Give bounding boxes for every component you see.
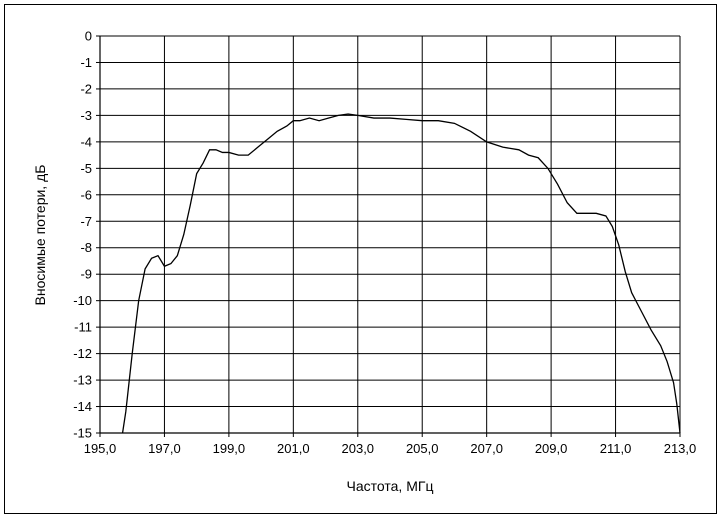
series-line [121, 113, 681, 434]
x-tick-label: 197,0 [148, 441, 181, 456]
insertion-loss-chart: 0 -1 -2 -3 -4 -5 -6 -7 -8 -9 -10 -11 -12 -13 -14 -15 19… [32, 29, 697, 495]
y-tick-label: -13 [73, 373, 92, 388]
y-tick-label: -15 [73, 426, 92, 441]
x-axis-title: Частота, МГц [347, 478, 434, 494]
y-tick-label: -3 [80, 108, 92, 123]
x-tick-label: 201,0 [277, 441, 310, 456]
x-tick-label: 209,0 [535, 441, 568, 456]
y-tick-label: -10 [73, 293, 92, 308]
y-tick-label: -5 [80, 161, 92, 176]
y-tick-label: -14 [73, 399, 92, 414]
x-tick-label: 205,0 [406, 441, 439, 456]
y-tick-label: -12 [73, 346, 92, 361]
y-tick-label: -11 [74, 320, 92, 335]
y-tick-label: -1 [80, 55, 92, 70]
plot-area [100, 36, 680, 433]
y-tick-label: 0 [85, 29, 92, 44]
chart-frame: 0 -1 -2 -3 -4 -5 -6 -7 -8 -9 -10 -11 -12 -13 -14 -15 19… [4, 4, 717, 514]
y-tick-label: -9 [80, 267, 92, 282]
x-tick-label: 199,0 [213, 441, 246, 456]
axes [96, 35, 681, 437]
y-tick-label: -2 [80, 81, 92, 96]
x-tick-label: 213,0 [664, 441, 697, 456]
y-tick-label: -6 [80, 187, 92, 202]
x-tick-labels: 195,0 197,0 199,0 201,0 203,0 205,0 207,0 209,0… [84, 441, 697, 456]
y-axis-title: Вносимые потери, дБ [32, 165, 48, 306]
y-tick-label: -7 [80, 214, 92, 229]
y-tick-label: -4 [80, 134, 92, 149]
y-tick-label: -8 [80, 240, 92, 255]
x-tick-label: 207,0 [470, 441, 503, 456]
x-tick-label: 203,0 [342, 441, 375, 456]
x-tick-label: 195,0 [84, 441, 117, 456]
y-tick-labels: 0 -1 -2 -3 -4 -5 -6 -7 -8 -9 -10 -11 -12 -13 -14 -15 [73, 29, 92, 441]
x-tick-label: 211,0 [600, 441, 632, 456]
